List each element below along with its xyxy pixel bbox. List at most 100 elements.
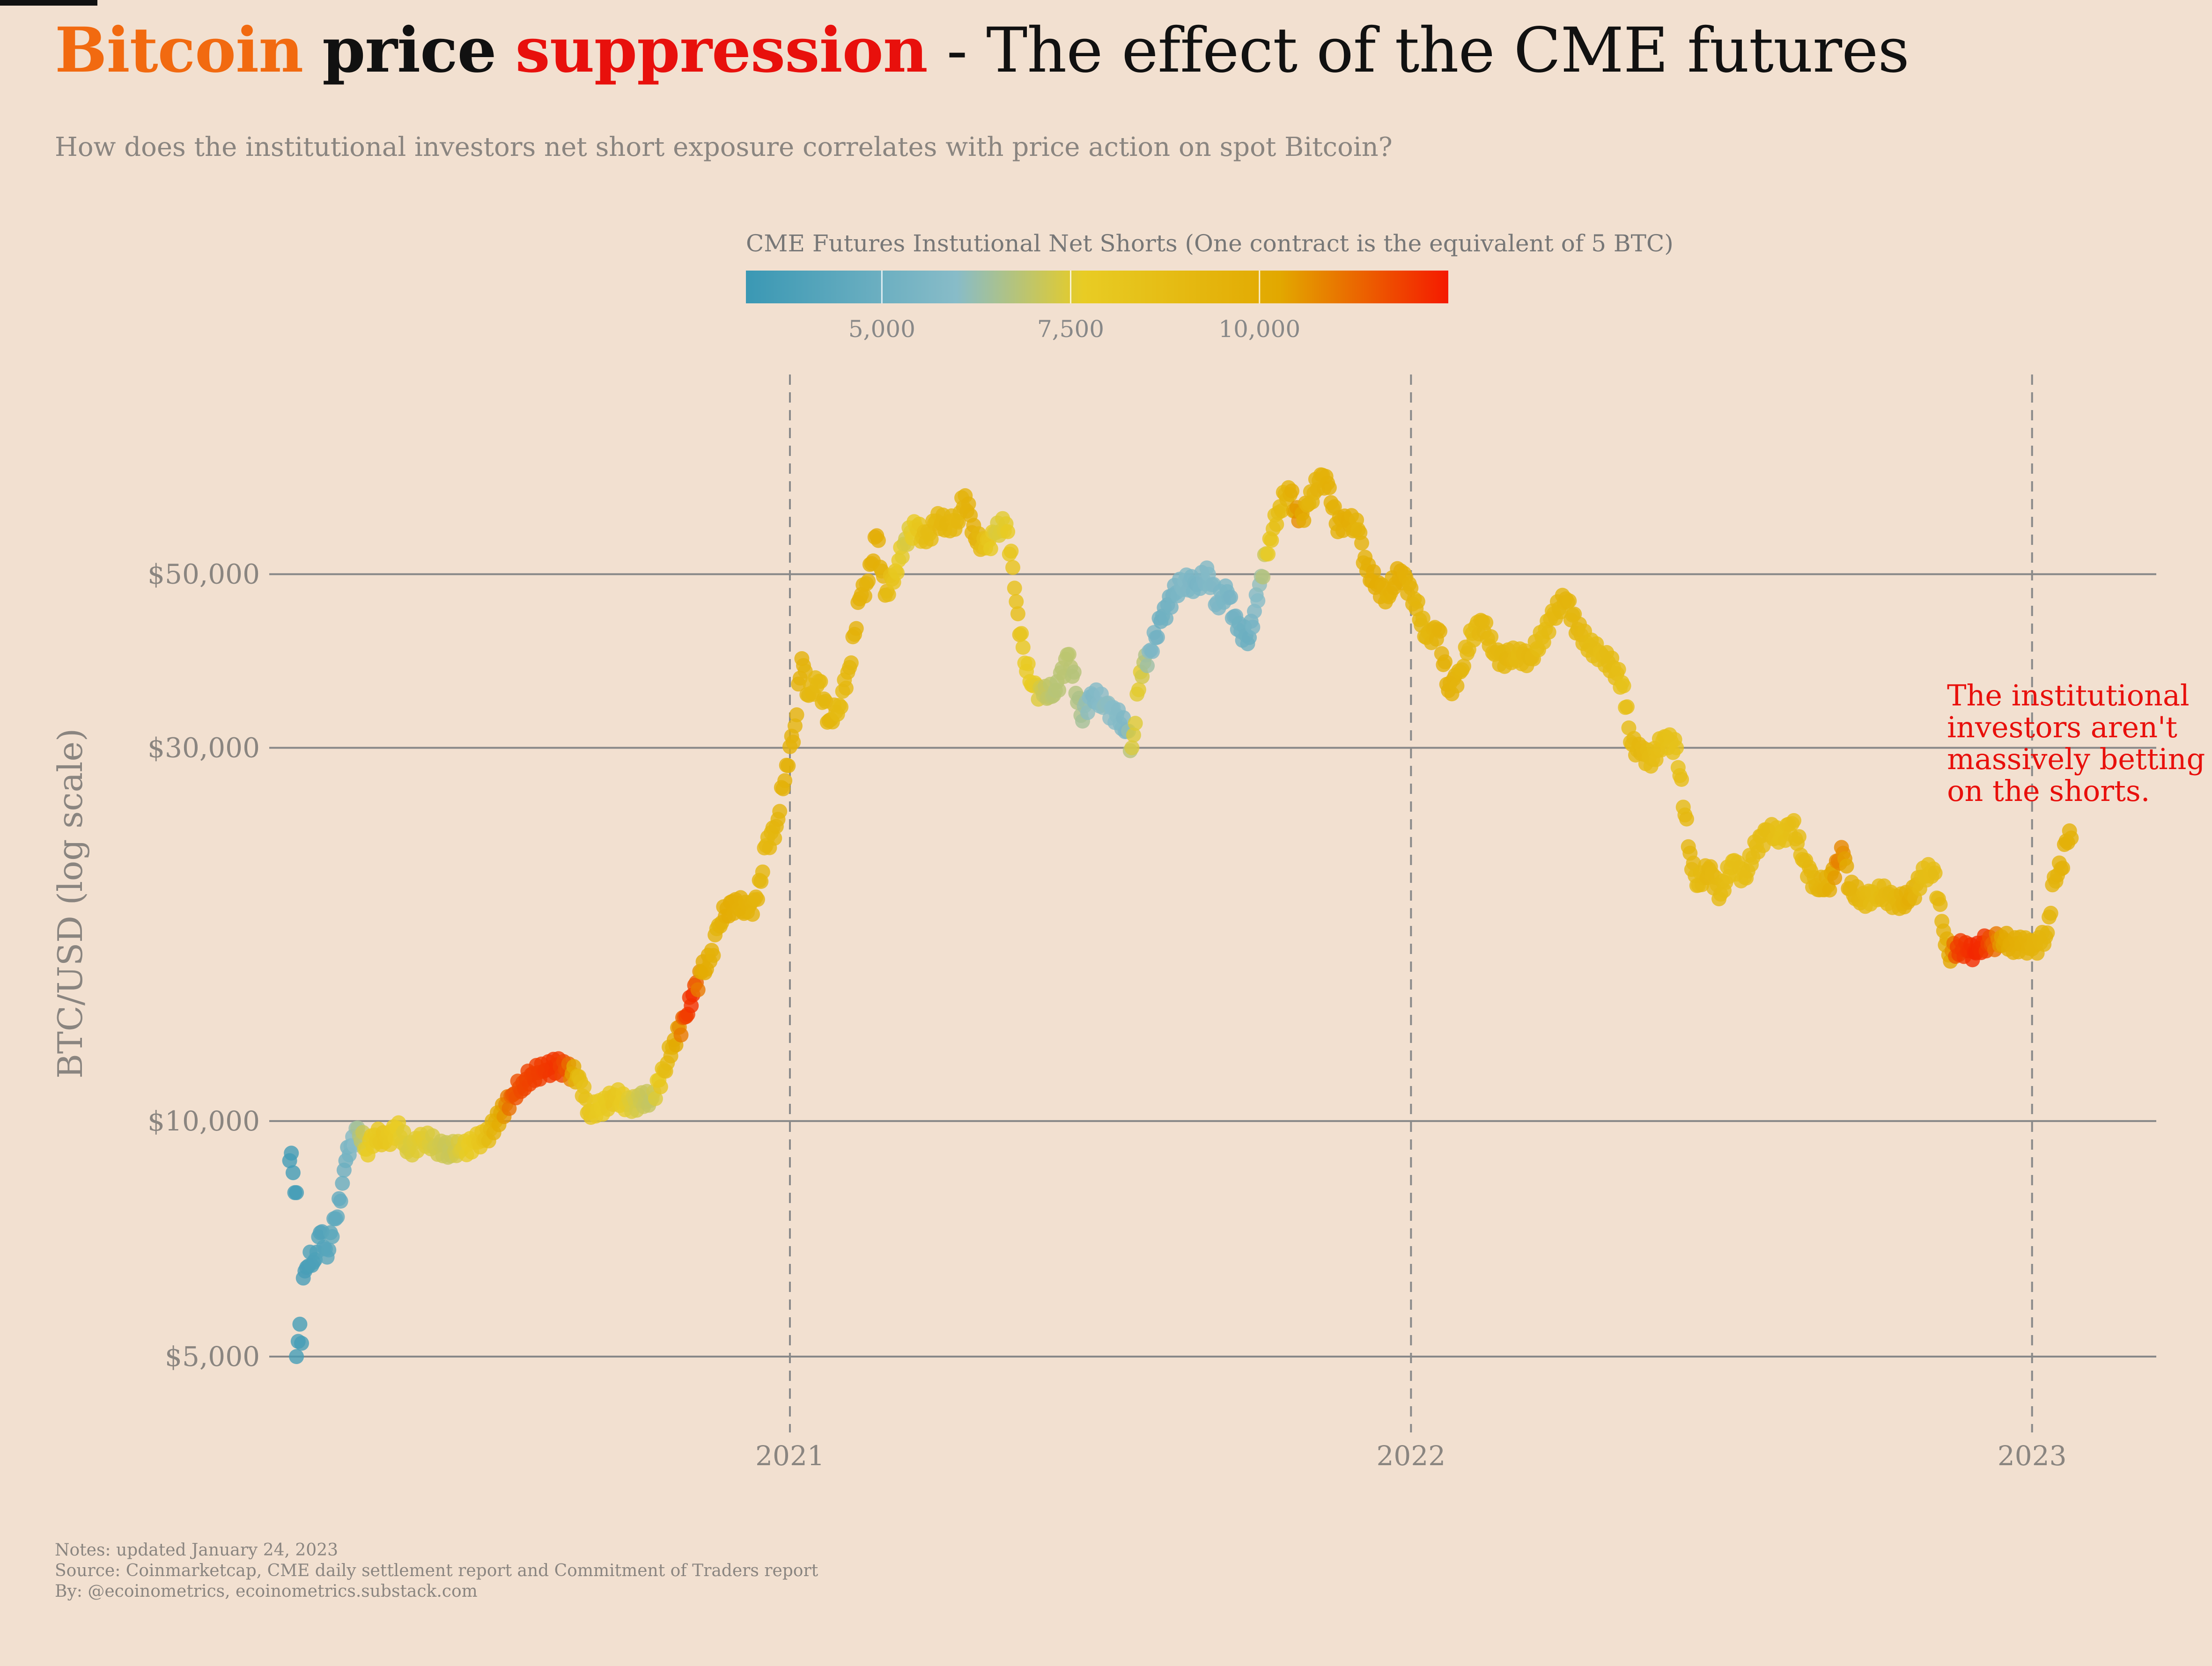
data-point xyxy=(777,773,793,788)
data-point xyxy=(894,549,910,565)
data-point xyxy=(881,587,896,602)
data-point xyxy=(1822,882,1837,898)
data-point xyxy=(289,1185,304,1200)
colorbar-ticks: 5,000 7,500 10,000 xyxy=(848,271,1300,343)
horizontal-gridlines xyxy=(269,573,2156,1358)
data-point xyxy=(501,1101,517,1116)
data-point xyxy=(1005,560,1020,575)
data-point xyxy=(843,655,859,670)
data-point xyxy=(648,1091,663,1106)
note-updated: Notes: updated January 24, 2023 xyxy=(55,1541,339,1560)
data-point xyxy=(673,1027,689,1042)
title-word-suppression: suppression xyxy=(515,14,928,87)
chart-subtitle: How does the institutional investors net… xyxy=(55,132,1393,162)
data-point xyxy=(690,982,706,998)
y-tick-label: $5,000 xyxy=(165,1341,260,1372)
annotation-line: on the shorts. xyxy=(1947,774,2150,808)
data-point xyxy=(787,718,803,734)
data-point xyxy=(1250,593,1266,609)
data-point xyxy=(1679,811,1694,827)
data-point xyxy=(321,1242,337,1258)
data-point xyxy=(1354,536,1369,551)
data-point xyxy=(1126,727,1141,743)
data-point xyxy=(767,830,782,846)
data-point xyxy=(781,758,796,773)
year-dashed-lines xyxy=(789,374,2033,1432)
y-axis-label: BTC/USD (log scale) xyxy=(51,728,90,1079)
data-point xyxy=(1483,629,1499,645)
data-point xyxy=(324,1229,340,1244)
data-point xyxy=(1284,483,1299,499)
x-tick-label: 2021 xyxy=(755,1440,825,1472)
footnotes: Notes: updated January 24, 2023 Source: … xyxy=(55,1540,818,1602)
data-point xyxy=(1827,870,1843,886)
data-point xyxy=(848,621,864,636)
data-point xyxy=(1456,659,1471,674)
data-point xyxy=(1791,829,1806,844)
data-point xyxy=(870,533,886,548)
data-point xyxy=(335,1175,350,1191)
y-tick-label: $30,000 xyxy=(147,732,260,763)
data-point xyxy=(1438,654,1453,669)
data-point xyxy=(1080,705,1095,720)
colorbar-title: CME Futures Instutional Net Shorts (One … xyxy=(746,230,1674,257)
data-point xyxy=(1003,543,1019,559)
annotation-text: The institutional investors aren't massive… xyxy=(1947,678,2205,808)
data-point xyxy=(1415,610,1430,626)
x-axis-tick-labels: 2021 2022 2023 xyxy=(755,1440,2066,1472)
data-point xyxy=(2064,830,2079,846)
data-point xyxy=(772,804,788,819)
data-point xyxy=(1140,658,1155,674)
data-point xyxy=(1432,624,1448,639)
note-source: Source: Coinmarketcap, CME daily settlem… xyxy=(55,1561,818,1580)
data-point xyxy=(2055,860,2071,876)
data-point xyxy=(1449,678,1465,694)
title-word-bitcoin: Bitcoin xyxy=(55,14,303,87)
colorbar-tick-label: 7,500 xyxy=(1037,316,1104,343)
data-point xyxy=(1321,480,1337,495)
chart-title: Bitcoin price suppression - The effect o… xyxy=(55,14,1910,87)
data-point xyxy=(1927,865,1943,881)
title-rest: - The effect of the CME futures xyxy=(946,15,1910,87)
annotation-line: investors aren't xyxy=(1947,710,2177,744)
data-point xyxy=(838,681,854,696)
data-point xyxy=(1145,644,1160,659)
data-point xyxy=(653,1079,668,1094)
data-point xyxy=(1061,646,1077,662)
data-point xyxy=(576,1079,592,1094)
y-axis-tick-labels: $5,000 $10,000 $30,000 $50,000 xyxy=(147,558,260,1372)
data-point xyxy=(1541,624,1556,640)
data-point xyxy=(857,588,872,604)
annotation-line: The institutional xyxy=(1947,678,2190,712)
data-point xyxy=(1010,606,1025,622)
data-point xyxy=(1124,740,1140,756)
data-point xyxy=(1669,740,1684,756)
note-byline: By: @ecoinometrics, ecoinometrics.substa… xyxy=(55,1582,478,1601)
data-point xyxy=(292,1316,308,1332)
data-point xyxy=(1128,716,1143,731)
data-point xyxy=(1051,683,1067,698)
data-point xyxy=(745,907,760,922)
data-point xyxy=(1274,503,1290,519)
data-point xyxy=(284,1145,299,1161)
data-point xyxy=(1158,611,1174,626)
data-point xyxy=(333,1194,348,1209)
data-point xyxy=(889,565,905,580)
data-point xyxy=(2043,905,2058,921)
data-point xyxy=(789,707,804,722)
data-point xyxy=(961,496,976,512)
data-point xyxy=(1009,594,1024,609)
colorbar-gradient xyxy=(746,271,1448,303)
colorbar-tick-label: 10,000 xyxy=(1218,316,1300,343)
data-point xyxy=(1116,710,1131,726)
data-point xyxy=(833,699,848,715)
data-point xyxy=(1839,859,1854,874)
data-point xyxy=(750,892,765,907)
title-word-price: price xyxy=(322,14,496,87)
data-point xyxy=(1269,517,1284,532)
annotation-line: massively betting xyxy=(1947,742,2205,776)
data-point xyxy=(1296,513,1312,528)
data-point xyxy=(786,734,801,750)
data-point xyxy=(1150,630,1165,645)
